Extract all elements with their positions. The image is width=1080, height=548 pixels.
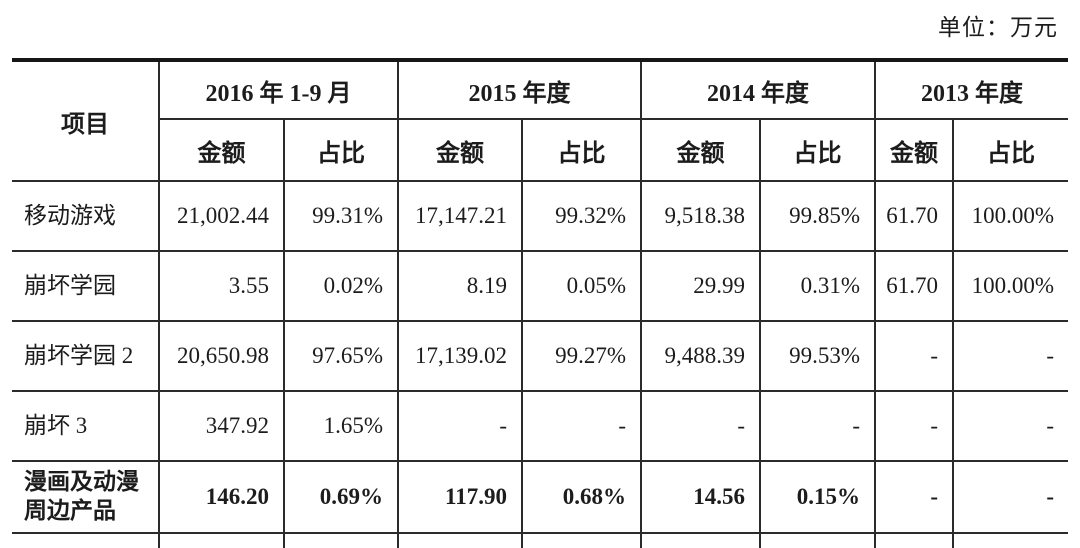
value-cell: - <box>397 390 523 462</box>
value-cell: - <box>874 460 954 534</box>
value-cell: 3.55 <box>158 250 285 322</box>
header-sub-row: 金额 占比 金额 占比 金额 占比 金额 占比 <box>12 118 1068 182</box>
col-header-amount-2013: 金额 <box>874 118 954 182</box>
value-cell: 100.00% <box>283 531 399 548</box>
value-cell: 9,518.38 <box>640 180 761 252</box>
value-cell: 17,139.02 <box>397 320 523 392</box>
value-cell: 100.00% <box>952 531 1068 548</box>
value-cell: - <box>640 390 761 462</box>
col-header-amount-2014: 金额 <box>640 118 761 182</box>
value-cell: - <box>952 460 1068 534</box>
table-body: 移动游戏 21,002.44 99.31% 17,147.21 99.32% 9,518.… <box>12 180 1068 548</box>
value-cell: 9,532.94 <box>640 531 761 548</box>
value-cell: 29.99 <box>640 250 761 322</box>
table-row: 崩坏学园 2 20,650.98 97.65% 17,139.02 99.27% 9,48… <box>12 320 1068 392</box>
value-cell: 0.15% <box>759 460 876 534</box>
col-header-share-2013: 占比 <box>952 118 1068 182</box>
table-row: 移动游戏 21,002.44 99.31% 17,147.21 99.32% 9,518.… <box>12 180 1068 252</box>
value-cell: 117.90 <box>397 460 523 534</box>
value-cell: 61.70 <box>874 180 954 252</box>
value-cell: 100.00% <box>759 531 876 548</box>
header-group-row: 项目 2016 年 1-9 月 2015 年度 2014 年度 2013 年度 <box>12 59 1068 182</box>
value-cell: 61.70 <box>874 531 954 548</box>
value-cell: 100.00% <box>521 531 642 548</box>
value-cell: - <box>759 390 876 462</box>
revenue-breakdown-table: 项目 2016 年 1-9 月 2015 年度 2014 年度 2013 年度 … <box>12 58 1068 548</box>
row-label: 崩坏学园 <box>12 250 160 322</box>
value-cell: 21,002.44 <box>158 180 285 252</box>
value-cell: 100.00% <box>952 250 1068 322</box>
value-cell: 0.68% <box>521 460 642 534</box>
value-cell: 14.56 <box>640 460 761 534</box>
col-header-amount-2016: 金额 <box>159 118 285 182</box>
value-cell: - <box>952 320 1068 392</box>
value-cell: 0.02% <box>283 250 399 322</box>
col-group-2013: 2013 年度 <box>874 59 1068 120</box>
value-cell: - <box>874 390 954 462</box>
value-cell: 21,148.64 <box>158 531 285 548</box>
value-cell: 8.19 <box>397 250 523 322</box>
value-cell: 61.70 <box>874 250 954 322</box>
value-cell: 146.20 <box>158 460 285 534</box>
row-label: 崩坏 3 <box>12 390 160 462</box>
value-cell: 0.69% <box>283 460 399 534</box>
col-group-2016: 2016 年 1-9 月 <box>158 59 399 120</box>
row-label: 移动游戏 <box>12 180 160 252</box>
value-cell: 347.92 <box>158 390 285 462</box>
value-cell: 1.65% <box>283 390 399 462</box>
value-cell: - <box>874 320 954 392</box>
value-cell: 100.00% <box>952 180 1068 252</box>
value-cell: 99.27% <box>521 320 642 392</box>
col-header-share-2014: 占比 <box>759 118 876 182</box>
row-label: 漫画及动漫周边产品 <box>12 460 160 534</box>
value-cell: 99.32% <box>521 180 642 252</box>
unit-label: 单位：万元 <box>938 15 1058 40</box>
row-label: 合计 <box>12 531 160 548</box>
value-cell: 9,488.39 <box>640 320 761 392</box>
total-row: 合计21,148.64100.00%17,265.10100.00%9,532.… <box>12 531 1068 548</box>
value-cell: - <box>952 390 1068 462</box>
table-row: 崩坏 3 347.92 1.65% - - - - - - <box>12 390 1068 462</box>
table-row: 漫画及动漫周边产品 146.20 0.69% 117.90 0.68% 14.56 0.15… <box>12 460 1068 534</box>
value-cell: 17,265.10 <box>397 531 523 548</box>
value-cell: 17,147.21 <box>397 180 523 252</box>
col-header-item: 项目 <box>12 59 160 182</box>
value-cell: 99.31% <box>283 180 399 252</box>
table-header: 项目 2016 年 1-9 月 2015 年度 2014 年度 2013 年度 … <box>12 59 1068 182</box>
col-header-share-2016: 占比 <box>283 118 399 182</box>
value-cell: 99.53% <box>759 320 876 392</box>
col-group-2015: 2015 年度 <box>397 59 642 120</box>
value-cell: - <box>521 390 642 462</box>
value-cell: 0.05% <box>521 250 642 322</box>
col-group-2014: 2014 年度 <box>640 59 876 120</box>
value-cell: 99.85% <box>759 180 876 252</box>
col-header-share-2015: 占比 <box>521 118 642 182</box>
value-cell: 20,650.98 <box>158 320 285 392</box>
col-header-amount-2015: 金额 <box>397 118 523 182</box>
table-row: 崩坏学园 3.55 0.02% 8.19 0.05% 29.99 0.31% 61.70 100… <box>12 250 1068 322</box>
row-label: 崩坏学园 2 <box>12 320 160 392</box>
value-cell: 97.65% <box>283 320 399 392</box>
value-cell: 0.31% <box>759 250 876 322</box>
